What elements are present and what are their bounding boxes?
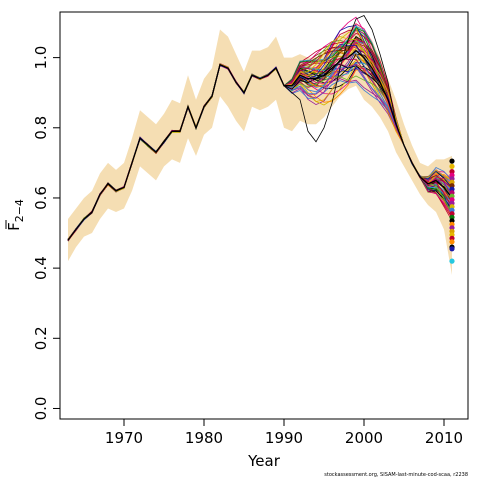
y-tick-label: 1.0 bbox=[32, 46, 50, 70]
x-tick-label: 1990 bbox=[265, 429, 303, 447]
svg-text:F2−4: F2−4 bbox=[5, 199, 26, 231]
y-axis: 0.0 0.2 0.4 0.6 0.8 1.0 bbox=[32, 46, 60, 421]
terminal-point bbox=[449, 239, 455, 245]
x-tick-label: 2000 bbox=[345, 429, 383, 447]
ci-band-layer bbox=[68, 22, 452, 276]
retro-lines-layer bbox=[67, 14, 453, 242]
terminal-point bbox=[449, 163, 455, 169]
ci-band bbox=[68, 22, 452, 276]
terminal-point bbox=[449, 158, 455, 164]
terminal-point bbox=[449, 258, 455, 264]
y-tick-label: 0.6 bbox=[32, 186, 50, 210]
y-tick-label: 0.4 bbox=[32, 256, 50, 280]
y-axis-title-sub: 2−4 bbox=[13, 199, 26, 222]
x-tick-label: 1970 bbox=[105, 429, 143, 447]
estimate-line bbox=[67, 49, 453, 241]
x-tick-label: 1980 bbox=[185, 429, 223, 447]
x-axis: 1970 1980 1990 2000 2010 bbox=[105, 418, 463, 447]
terminal-point bbox=[449, 169, 455, 175]
y-tick-label: 0.8 bbox=[32, 116, 50, 140]
footer-credit: stockassessment.org, SISAM-last-minute-c… bbox=[324, 472, 468, 478]
terminal-point bbox=[449, 211, 455, 217]
y-tick-label: 0.0 bbox=[32, 397, 50, 421]
y-axis-title-main: F bbox=[5, 222, 23, 231]
terminal-point bbox=[449, 246, 455, 252]
y-axis-title: F2−4 bbox=[5, 199, 26, 231]
x-tick-label: 2010 bbox=[425, 429, 463, 447]
y-tick-label: 0.2 bbox=[32, 326, 50, 350]
x-axis-title: Year bbox=[247, 452, 281, 470]
terminal-points-layer bbox=[449, 158, 455, 264]
